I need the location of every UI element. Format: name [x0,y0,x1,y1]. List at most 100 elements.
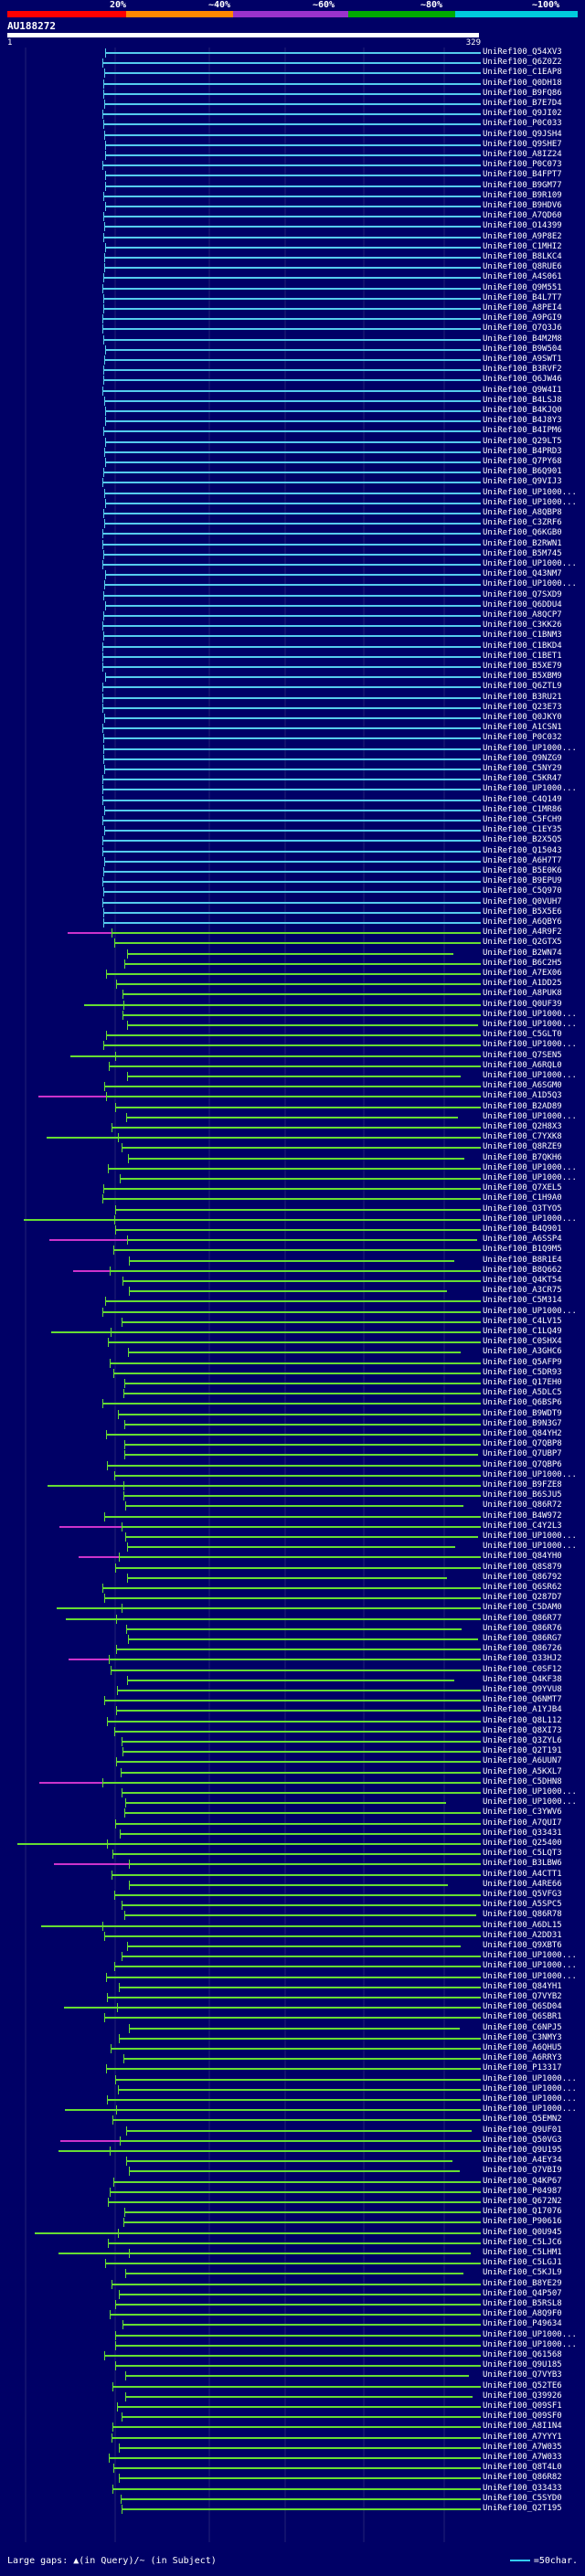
hit-label-link[interactable]: UniRef100_Q0U945 [483,2227,562,2237]
hit-alignment-line[interactable] [113,2180,481,2183]
hit-label-link[interactable]: UniRef100_Q7UBP7 [483,1449,562,1459]
hit-alignment-line[interactable] [103,737,481,740]
hit-label-link[interactable]: UniRef100_Q6ZTL9 [483,682,562,692]
hit-label-link[interactable]: UniRef100_UP1000... [483,559,577,568]
hit-label-link[interactable]: UniRef100_C5KJL9 [483,2268,562,2278]
hit-alignment-line[interactable] [112,1853,481,1856]
hit-alignment-line[interactable] [129,1863,481,1866]
hit-alignment-line[interactable] [102,287,481,290]
hit-label-link[interactable]: UniRef100_Q09SF1 [483,2401,562,2411]
hit-alignment-line[interactable] [119,1986,481,1988]
hit-label-link[interactable]: UniRef100_P0C032 [483,733,562,743]
hit-alignment-line[interactable] [105,502,481,504]
hit-alignment-line[interactable] [128,1352,461,1354]
hit-alignment-line[interactable] [122,1751,481,1754]
hit-alignment-line[interactable] [121,1771,481,1774]
hit-alignment-line[interactable] [127,952,453,955]
hit-alignment-line[interactable] [127,1076,461,1077]
hit-alignment-line[interactable] [122,1607,481,1610]
hit-label-link[interactable]: UniRef100_B8Q662 [483,1265,562,1275]
hit-alignment-line[interactable] [107,1464,481,1467]
hit-alignment-line[interactable] [111,2048,481,2050]
hit-extension-line[interactable] [79,1556,119,1559]
hit-label-link[interactable]: UniRef100_B9W504 [483,344,562,354]
hit-label-link[interactable]: UniRef100_UP1000... [483,1787,577,1797]
hit-label-link[interactable]: UniRef100_Q33431 [483,1828,562,1838]
hit-label-link[interactable]: UniRef100_P13317 [483,2063,562,2073]
hit-label-link[interactable]: UniRef100_A8QBP8 [483,508,562,517]
hit-alignment-line[interactable] [112,2385,481,2388]
hit-alignment-line[interactable] [111,1331,481,1333]
hit-label-link[interactable]: UniRef100_A5SPC5 [483,1900,562,1910]
hit-alignment-line[interactable] [112,2426,481,2429]
hit-label-link[interactable]: UniRef100_B1Q9M5 [483,1245,562,1255]
hit-label-link[interactable]: UniRef100_C5NY29 [483,764,562,773]
hit-alignment-line[interactable] [108,1167,481,1170]
hit-label-link[interactable]: UniRef100_Q25400 [483,1839,562,1848]
hit-alignment-line[interactable] [112,932,481,935]
hit-alignment-line[interactable] [104,359,481,361]
hit-label-link[interactable]: UniRef100_A2DD31 [483,1930,562,1940]
hit-alignment-line[interactable] [104,1086,481,1088]
hit-label-link[interactable]: UniRef100_UP1000... [483,1951,577,1961]
hit-alignment-line[interactable] [103,308,481,310]
hit-alignment-line[interactable] [115,1106,481,1108]
hit-label-link[interactable]: UniRef100_B4W972 [483,1511,562,1521]
hit-alignment-line[interactable] [103,891,481,894]
hit-label-link[interactable]: UniRef100_B2X5Q5 [483,835,562,845]
hit-label-link[interactable]: UniRef100_UP1000... [483,2083,577,2094]
hit-label-link[interactable]: UniRef100_Q7XEL5 [483,1183,562,1193]
hit-label-link[interactable]: UniRef100_C4Y2L3 [483,1521,562,1531]
hit-alignment-line[interactable] [122,1013,481,1016]
hit-alignment-line[interactable] [102,645,481,648]
hit-label-link[interactable]: UniRef100_A7W033 [483,2453,562,2462]
hit-label-link[interactable]: UniRef100_B4LSJ8 [483,395,562,405]
hit-alignment-line[interactable] [105,348,481,351]
hit-alignment-line[interactable] [123,2221,481,2224]
hit-label-link[interactable]: UniRef100_Q6SBR1 [483,2012,562,2022]
hit-alignment-line[interactable] [105,440,481,443]
hit-label-link[interactable]: UniRef100_C5KR47 [483,774,562,784]
hit-alignment-line[interactable] [115,1208,481,1211]
hit-label-link[interactable]: UniRef100_C1EY35 [483,825,562,835]
hit-alignment-line[interactable] [102,328,481,331]
hit-alignment-line[interactable] [122,2324,481,2327]
hit-label-link[interactable]: UniRef100_P90616 [483,2217,562,2227]
hit-alignment-line[interactable] [106,1096,481,1098]
hit-alignment-line[interactable] [106,1434,481,1436]
hit-label-link[interactable]: UniRef100_A7QD60 [483,211,562,221]
hit-label-link[interactable]: UniRef100_C4LV15 [483,1316,562,1326]
hit-label-link[interactable]: UniRef100_B9FZE8 [483,1480,562,1489]
hit-label-link[interactable]: UniRef100_UP1000... [483,1009,577,1019]
hit-label-link[interactable]: UniRef100_C5DAM0 [483,1603,562,1613]
hit-alignment-line[interactable] [123,1485,481,1487]
hit-alignment-line[interactable] [125,2375,469,2378]
hit-alignment-line[interactable] [115,2334,481,2337]
hit-label-link[interactable]: UniRef100_A9PGI9 [483,313,562,323]
hit-label-link[interactable]: UniRef100_Q7PY68 [483,457,562,466]
hit-alignment-line[interactable] [104,226,481,228]
hit-label-link[interactable]: UniRef100_B8LKC4 [483,252,562,261]
hit-alignment-line[interactable] [129,2170,460,2173]
hit-label-link[interactable]: UniRef100_Q9JSH4 [483,129,562,139]
hit-label-link[interactable]: UniRef100_Q39926 [483,2390,562,2401]
hit-label-link[interactable]: UniRef100_B3RVF2 [483,365,562,375]
hit-alignment-line[interactable] [102,564,481,566]
hit-extension-line[interactable] [49,1239,127,1242]
hit-alignment-line[interactable] [115,1566,481,1569]
hit-alignment-line[interactable] [115,1055,481,1057]
hit-alignment-line[interactable] [122,1280,481,1282]
hit-alignment-line[interactable] [103,553,481,556]
hit-label-link[interactable]: UniRef100_P04987 [483,2186,562,2196]
hit-alignment-line[interactable] [115,1822,481,1825]
hit-alignment-line[interactable] [129,2253,471,2254]
hit-alignment-line[interactable] [102,482,481,484]
hit-alignment-line[interactable] [116,1617,481,1620]
hit-label-link[interactable]: UniRef100_Q84YH0 [483,1552,562,1562]
hit-alignment-line[interactable] [105,2263,481,2265]
hit-alignment-line[interactable] [125,1802,446,1805]
hit-label-link[interactable]: UniRef100_UP1000... [483,1532,577,1541]
hit-label-link[interactable]: UniRef100_A7QUI7 [483,1818,562,1828]
hit-alignment-line[interactable] [103,472,481,474]
hit-alignment-line[interactable] [105,461,481,463]
